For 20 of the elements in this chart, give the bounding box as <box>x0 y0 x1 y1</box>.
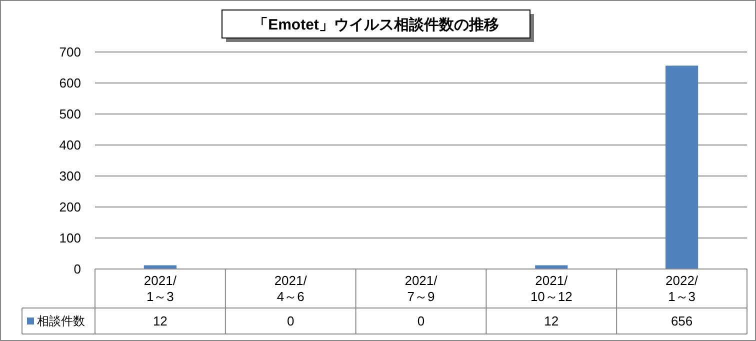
data-label: 656 <box>670 314 693 329</box>
data-label: 0 <box>286 314 294 329</box>
y-tick-label: 200 <box>59 200 81 215</box>
y-tick-label: 100 <box>59 230 81 246</box>
data-label: 0 <box>417 314 425 329</box>
y-tick-label: 300 <box>59 168 81 184</box>
y-tick-label: 0 <box>74 262 81 277</box>
x-tick-label: 2021/ 1～3 <box>144 273 177 304</box>
x-tick-label: 2021/ 10～12 <box>530 273 572 304</box>
x-tick-label: 2021/ 7～9 <box>404 273 438 304</box>
data-label: 12 <box>544 314 559 329</box>
legend-label: 相談件数 <box>37 314 85 328</box>
data-label: 12 <box>152 314 168 329</box>
x-tick-label: 2022/ 1～3 <box>666 273 698 304</box>
x-tick-label: 2021/ 4～6 <box>274 273 308 304</box>
y-tick-label: 500 <box>59 106 81 122</box>
y-tick-label: 400 <box>59 138 81 153</box>
y-tick-label: 600 <box>59 76 81 91</box>
y-tick-label: 700 <box>59 44 81 60</box>
chart-title: 「Emotet」ウイルス相談件数の推移 <box>253 16 499 34</box>
